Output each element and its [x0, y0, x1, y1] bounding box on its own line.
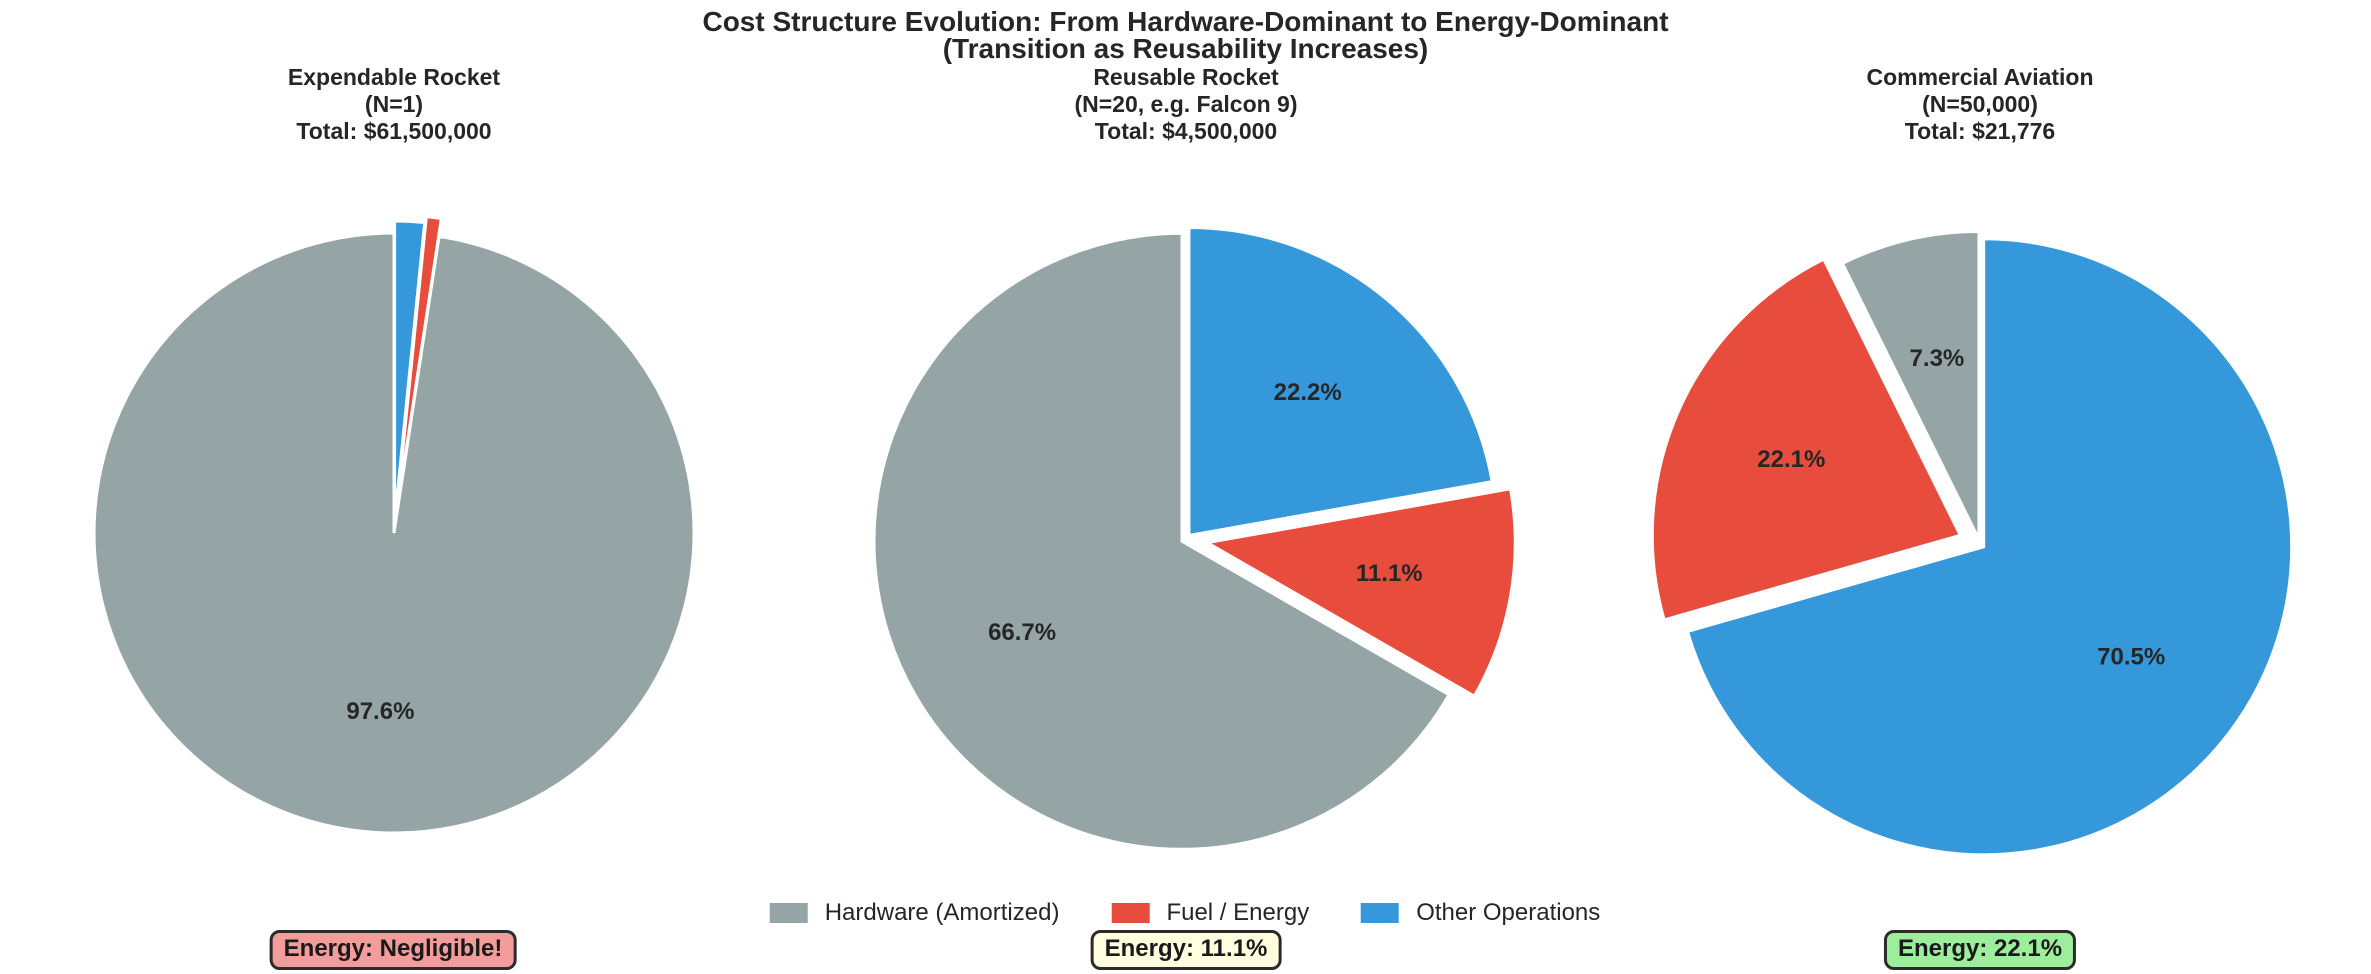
- chart-title-expendable: Expendable Rocket (N=1) Total: $61,500,0…: [94, 64, 694, 145]
- chart-title-line: Total: $21,776: [1904, 118, 2056, 144]
- energy-badge-expendable: Energy: Negligible!: [269, 930, 517, 970]
- legend-item-hardware: Hardware (Amortized): [769, 899, 1060, 927]
- chart-title-reusable: Reusable Rocket (N=20, e.g. Falcon 9) To…: [886, 64, 1486, 145]
- chart-title-aviation: Commercial Aviation (N=50,000) Total: $2…: [1680, 64, 2280, 145]
- legend-swatch-fuel: [1111, 903, 1150, 923]
- chart-title-line: (N=1): [364, 91, 424, 117]
- pct-label: 11.1%: [1356, 560, 1423, 587]
- figure-title: Cost Structure Evolution: From Hardware-…: [0, 6, 2371, 64]
- chart-title-line: Expendable Rocket: [287, 64, 501, 90]
- pie-commercial-aviation: 7.3% 22.1% 70.5%: [1650, 229, 2294, 857]
- pie-slice-fuel-energy: [1650, 257, 1963, 622]
- chart-title-line: Commercial Aviation: [1866, 64, 2094, 90]
- chart-title-line: Reusable Rocket: [1093, 64, 1279, 90]
- chart-title-line: (N=20, e.g. Falcon 9): [1074, 91, 1298, 117]
- energy-badge-aviation: Energy: 22.1%: [1883, 930, 2077, 970]
- figure-title-line-1: Cost Structure Evolution: From Hardware-…: [702, 6, 1669, 37]
- pie-slice-hardware-amortized-: [872, 231, 1452, 851]
- legend-swatch-hardware: [769, 903, 808, 923]
- legend: Hardware (Amortized) Fuel / Energy Other…: [769, 895, 1600, 931]
- pie-slice-fuel-energy: [394, 215, 444, 516]
- figure-title-line-2: (Transition as Reusability Increases): [942, 33, 1429, 64]
- pct-label: 66.7%: [988, 619, 1056, 646]
- legend-label: Fuel / Energy: [1166, 899, 1310, 926]
- pct-label: 22.1%: [1757, 446, 1825, 473]
- pie-slice-other-operations: [1685, 237, 2294, 857]
- pie-slice-hardware-amortized-: [92, 231, 696, 835]
- legend-swatch-other: [1361, 903, 1400, 923]
- pie-slice-hardware-amortized-: [1840, 229, 1981, 541]
- energy-badge-reusable: Energy: 11.1%: [1090, 930, 1282, 970]
- pct-label: 97.6%: [346, 698, 414, 725]
- pie-slice-other-operations: [393, 219, 427, 522]
- legend-label: Hardware (Amortized): [824, 899, 1060, 926]
- chart-title-line: (N=50,000): [1922, 91, 2038, 117]
- pct-label: 70.5%: [2097, 643, 2165, 670]
- pie-slice-fuel-energy: [1202, 487, 1517, 699]
- pct-label: 7.3%: [1910, 345, 1965, 372]
- legend-item-fuel: Fuel / Energy: [1111, 899, 1309, 927]
- pie-slice-other-operations: [1187, 225, 1494, 538]
- chart-title-line: Total: $4,500,000: [1094, 118, 1278, 144]
- pct-label: 22.2%: [1274, 379, 1342, 406]
- chart-title-line: Total: $61,500,000: [296, 118, 492, 144]
- pie-reusable-rocket: 66.7% 11.1% 22.2%: [872, 225, 1517, 851]
- legend-label: Other Operations: [1416, 899, 1601, 926]
- legend-item-other: Other Operations: [1361, 899, 1600, 927]
- pie-expendable-rocket: 97.6%: [92, 215, 696, 835]
